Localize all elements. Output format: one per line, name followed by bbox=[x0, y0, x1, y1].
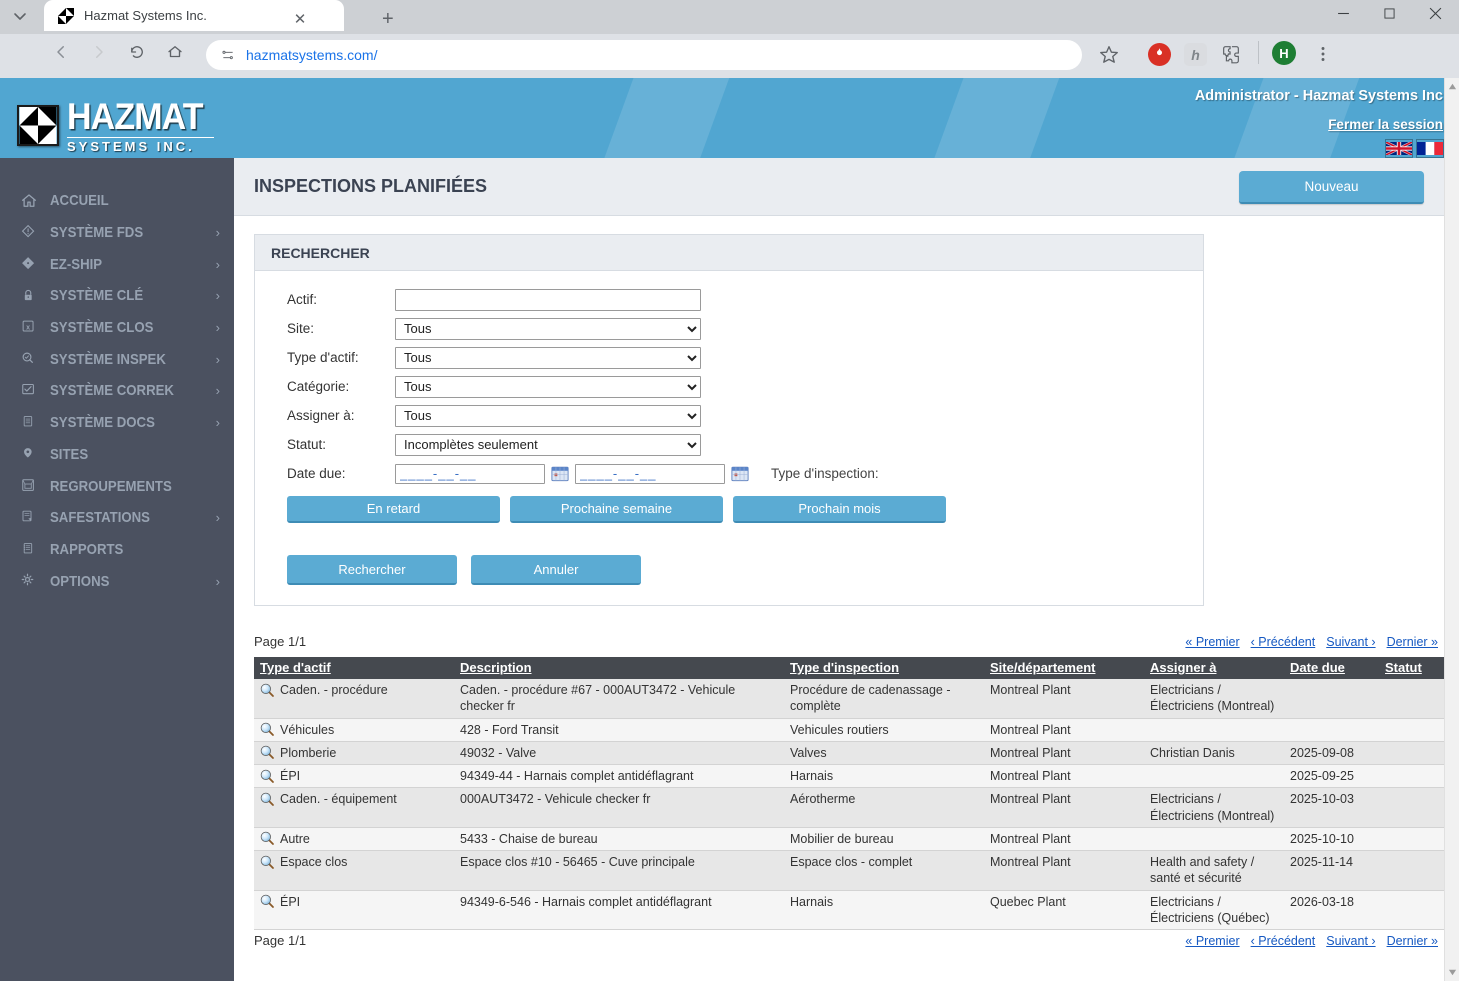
svg-text:x: x bbox=[26, 323, 30, 331]
